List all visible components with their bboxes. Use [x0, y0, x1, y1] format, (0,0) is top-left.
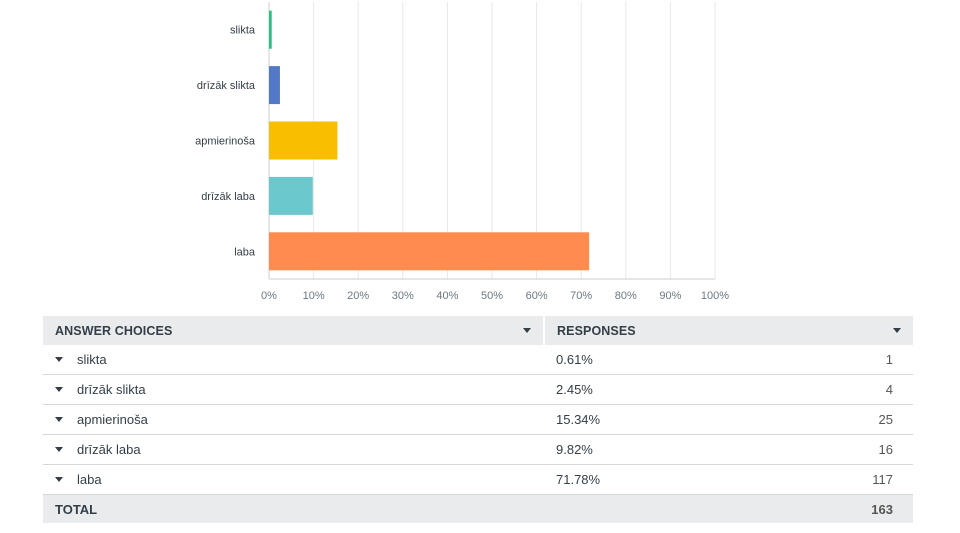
response-count: 16: [878, 442, 893, 457]
expand-caret-icon[interactable]: [55, 387, 63, 393]
x-tick-label: 70%: [570, 290, 592, 302]
expand-caret-icon[interactable]: [55, 357, 63, 363]
response-cell: 0.61% 1: [544, 345, 913, 375]
response-count: 4: [885, 382, 893, 397]
response-count: 117: [872, 472, 893, 487]
sort-caret-icon[interactable]: [523, 328, 531, 333]
expand-caret-icon[interactable]: [55, 417, 63, 423]
answer-choices-header[interactable]: ANSWER CHOICES: [43, 316, 544, 345]
response-percent: 71.78%: [556, 472, 601, 487]
expand-caret-icon[interactable]: [55, 477, 63, 483]
response-cell: 9.82% 16: [544, 434, 913, 465]
x-tick-label: 80%: [615, 290, 637, 302]
responses-table: ANSWER CHOICES RESPONSES slikta 0.61% 1 drī…: [43, 316, 913, 523]
category-label: laba: [234, 246, 256, 258]
table-row: apmierinoša 15.34% 25: [43, 404, 913, 435]
x-tick-label: 90%: [659, 290, 681, 302]
table-row: drīzāk laba 9.82% 16: [43, 434, 913, 465]
answer-choice-cell: drīzāk slikta: [43, 374, 544, 405]
x-tick-label: 0%: [261, 290, 277, 302]
x-tick-label: 100%: [701, 290, 729, 302]
category-label: drīzāk slikta: [197, 80, 256, 92]
category-label: drīzāk laba: [201, 191, 256, 203]
table-body: slikta 0.61% 1 drīzāk slikta 2.45% 4 apmierino…: [43, 345, 913, 523]
table-row: drīzāk slikta 2.45% 4: [43, 374, 913, 405]
table-row: slikta 0.61% 1: [43, 345, 913, 375]
response-percent: 0.61%: [556, 352, 593, 367]
sort-caret-icon[interactable]: [893, 328, 901, 333]
bar[interactable]: [269, 66, 280, 105]
bar[interactable]: [269, 10, 272, 49]
answer-choice-label: drīzāk laba: [77, 442, 141, 457]
bar[interactable]: [269, 121, 338, 160]
response-percent: 2.45%: [556, 382, 593, 397]
response-count: 1: [885, 352, 893, 367]
answer-choice-cell: drīzāk laba: [43, 434, 544, 465]
answer-choice-cell: slikta: [43, 345, 544, 375]
x-tick-label: 20%: [347, 290, 369, 302]
responses-header[interactable]: RESPONSES: [543, 316, 913, 345]
chart-category-labels: slikta drīzāk slikta apmierinoša drīzāk lab…: [195, 25, 256, 259]
answer-choice-label: drīzāk slikta: [77, 382, 146, 397]
answer-choice-cell: laba: [43, 464, 544, 495]
x-tick-label: 10%: [303, 290, 325, 302]
x-tick-label: 30%: [392, 290, 414, 302]
response-percent: 9.82%: [556, 442, 593, 457]
total-count: 163: [544, 494, 913, 523]
x-tick-label: 60%: [526, 290, 548, 302]
answer-choices-header-label: ANSWER CHOICES: [55, 323, 173, 338]
answer-choice-label: laba: [77, 472, 102, 487]
expand-caret-icon[interactable]: [55, 447, 63, 453]
table-header-row: ANSWER CHOICES RESPONSES: [43, 316, 913, 345]
x-tick-label: 40%: [436, 290, 458, 302]
answer-choice-label: slikta: [77, 352, 107, 367]
table-total-row: TOTAL 163: [43, 494, 913, 523]
answer-choice-cell: apmierinoša: [43, 404, 544, 435]
category-label: apmierinoša: [195, 136, 256, 148]
answer-choice-label: apmierinoša: [77, 412, 148, 427]
total-label: TOTAL: [43, 494, 544, 523]
chart-x-ticks: 0% 10% 20% 30% 40% 50% 60% 70% 80% 90% 100%: [261, 290, 729, 302]
response-count: 25: [878, 412, 893, 427]
bar[interactable]: [269, 176, 313, 215]
bar-chart: slikta drīzāk slikta apmierinoša drīzāk lab…: [195, 2, 729, 302]
response-cell: 15.34% 25: [544, 404, 913, 435]
chart-bars: [269, 10, 590, 271]
response-percent: 15.34%: [556, 412, 601, 427]
x-tick-label: 50%: [481, 290, 503, 302]
responses-header-label: RESPONSES: [557, 323, 636, 338]
response-cell: 71.78% 117: [544, 464, 913, 495]
chart-grid: [268, 2, 716, 280]
category-label: slikta: [230, 25, 256, 37]
response-cell: 2.45% 4: [544, 374, 913, 405]
table-row: laba 71.78% 117: [43, 464, 913, 495]
bar[interactable]: [269, 232, 590, 271]
